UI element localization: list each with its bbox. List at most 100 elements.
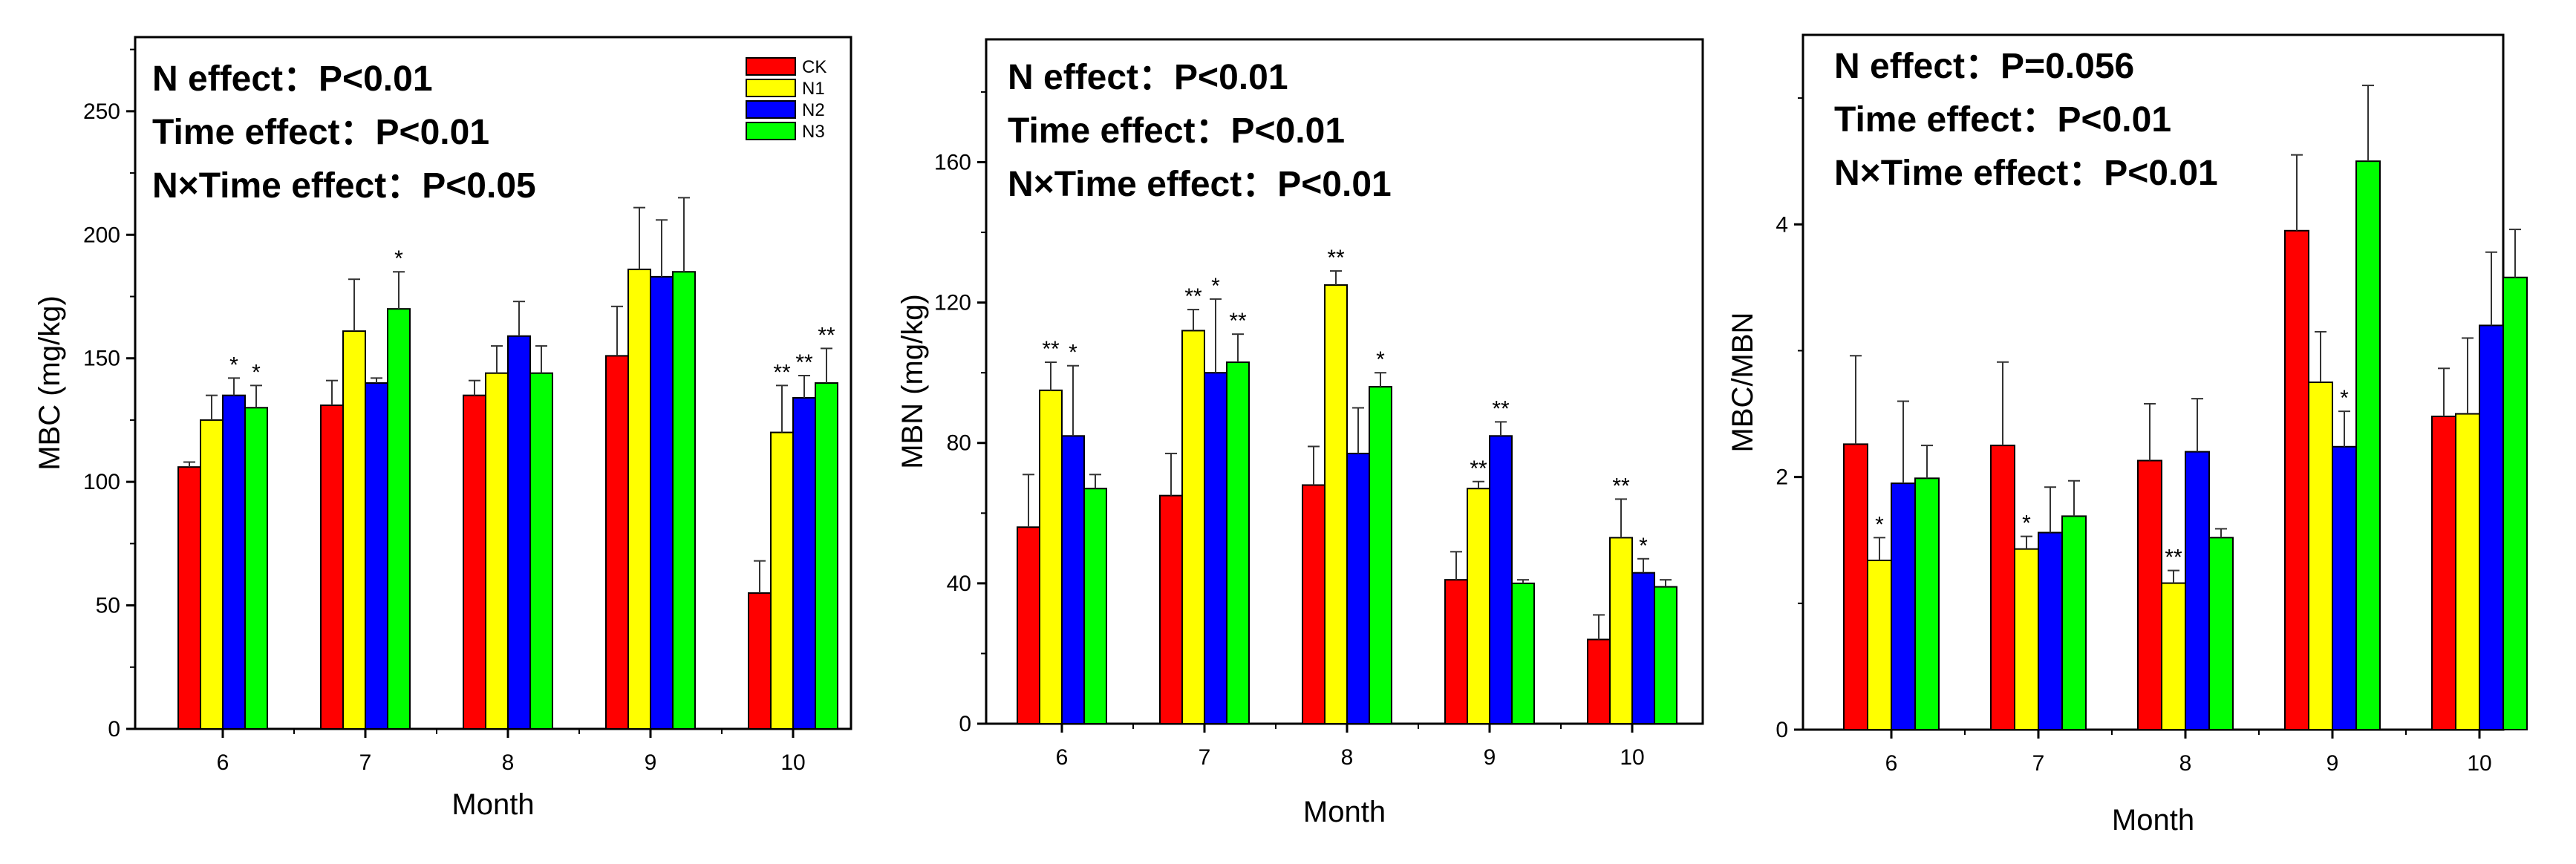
bar-n3-month-7 (387, 308, 411, 730)
bar-n2-month-10 (792, 396, 816, 730)
y-tick-label: 40 (947, 572, 971, 596)
bar-n2-month-9 (2332, 445, 2357, 730)
significance-label: ** (1492, 396, 1510, 421)
stat-annotation: N effect：P<0.01 (152, 59, 433, 99)
bar-ck-month-10 (748, 592, 772, 730)
bar-n1-month-10 (770, 431, 794, 730)
x-tick-label: 9 (2326, 751, 2339, 776)
bar-n3-month-7 (2061, 515, 2087, 730)
bar-n2-month-10 (2479, 324, 2504, 731)
y-tick-label: 100 (83, 470, 120, 494)
bar-n3-month-6 (1914, 477, 1940, 730)
stat-annotation: Time effect：P<0.01 (152, 113, 489, 152)
bar-n3-month-8 (2208, 537, 2234, 730)
bar-n2-month-7 (365, 382, 388, 730)
y-tick-label: 80 (947, 431, 971, 456)
y-tick-label: 0 (959, 712, 971, 736)
bar-ck-month-10 (2431, 415, 2456, 730)
bar-n1-month-9 (1467, 488, 1490, 724)
significance-label: ** (2165, 546, 2182, 570)
bar-n1-month-6 (1867, 559, 1892, 730)
bar-ck-month-10 (1587, 638, 1611, 724)
significance-label: * (252, 360, 261, 384)
bar-ck-month-8 (2137, 459, 2162, 731)
significance-label: * (1069, 341, 1077, 365)
y-tick-label: 150 (83, 347, 120, 371)
significance-label: ** (1042, 337, 1060, 361)
bar-n2-month-7 (2038, 531, 2063, 730)
bar-n3-month-10 (2502, 276, 2528, 730)
bar-n3-month-10 (1654, 586, 1677, 724)
bar-n2-month-9 (650, 275, 674, 730)
chart-panel-3: 0 2 4 MBC/MBN Month 6 * 7 * 8 ** 9 * 10 N effect：P=0.0… (1726, 33, 2528, 837)
significance-label: * (229, 353, 238, 377)
significance-label: * (1875, 512, 1884, 537)
stat-annotation: N effect：P=0.056 (1834, 47, 2134, 86)
bar-ck-month-6 (1843, 443, 1868, 730)
x-tick-label: 8 (1341, 745, 1354, 770)
bar-n2-month-8 (507, 335, 531, 730)
x-tick-label: 7 (1199, 745, 1211, 770)
x-tick-label: 10 (780, 750, 805, 775)
bar-ck-month-9 (605, 355, 629, 730)
significance-label: * (1639, 534, 1648, 558)
legend-swatch-n3 (746, 122, 796, 140)
bar-ck-month-6 (177, 466, 201, 730)
bar-n1-month-8 (485, 372, 509, 730)
y-axis-label: MBC (mg/kg) (33, 295, 66, 471)
significance-label: ** (1612, 474, 1630, 498)
bar-n1-month-6 (200, 419, 224, 730)
legend-label: N1 (802, 79, 825, 99)
bar-n1-month-6 (1039, 389, 1063, 724)
x-axis-label: Month (451, 788, 534, 821)
legend-swatch-n1 (746, 79, 796, 97)
y-tick-label: 50 (96, 594, 120, 618)
bar-n1-month-7 (1181, 330, 1205, 724)
significance-label: ** (818, 323, 835, 347)
bar-n1-month-10 (1609, 537, 1633, 725)
bar-n2-month-6 (1061, 435, 1085, 724)
x-tick-label: 10 (1620, 745, 1644, 770)
significance-label: * (1376, 347, 1385, 372)
bar-n3-month-9 (672, 271, 696, 730)
bar-ck-month-8 (1302, 484, 1326, 724)
y-tick-label: 120 (934, 291, 971, 315)
y-tick-label: 250 (83, 99, 120, 124)
y-tick-label: 0 (1776, 718, 1788, 742)
bar-n2-month-10 (1631, 572, 1655, 725)
bar-n1-month-7 (2014, 548, 2039, 731)
bar-n3-month-6 (244, 407, 268, 730)
x-tick-label: 6 (217, 750, 229, 775)
y-tick-label: 200 (83, 223, 120, 247)
bar-n2-month-7 (1204, 372, 1227, 724)
y-tick-label: 2 (1776, 465, 1788, 490)
x-tick-label: 10 (2467, 751, 2491, 776)
x-tick-label: 8 (502, 750, 515, 775)
bar-n3-month-9 (1511, 582, 1535, 724)
stat-annotation: N×Time effect：P<0.05 (152, 166, 536, 206)
x-tick-label: 9 (1484, 745, 1496, 770)
y-axis-label: MBC/MBN (1726, 312, 1759, 453)
x-tick-label: 7 (2032, 751, 2045, 776)
x-axis-label: Month (2112, 804, 2194, 837)
bar-n2-month-6 (222, 394, 246, 730)
stat-annotation: Time effect：P<0.01 (1008, 111, 1345, 151)
bar-ck-month-8 (463, 394, 486, 730)
significance-label: * (2340, 386, 2349, 410)
x-axis-label: Month (1303, 796, 1386, 828)
y-tick-label: 4 (1776, 212, 1788, 237)
bar-ck-month-7 (1990, 445, 2015, 730)
significance-label: ** (1327, 246, 1345, 270)
significance-label: ** (1470, 456, 1487, 481)
bar-n1-month-7 (342, 330, 366, 730)
legend-swatch-ck (746, 57, 796, 76)
bar-n3-month-8 (1369, 386, 1392, 724)
stat-annotation: N×Time effect：P<0.01 (1834, 154, 2218, 193)
legend-swatch-n2 (746, 100, 796, 119)
y-tick-label: 0 (108, 717, 120, 742)
bar-n3-month-9 (2355, 160, 2381, 730)
x-tick-label: 9 (645, 750, 657, 775)
